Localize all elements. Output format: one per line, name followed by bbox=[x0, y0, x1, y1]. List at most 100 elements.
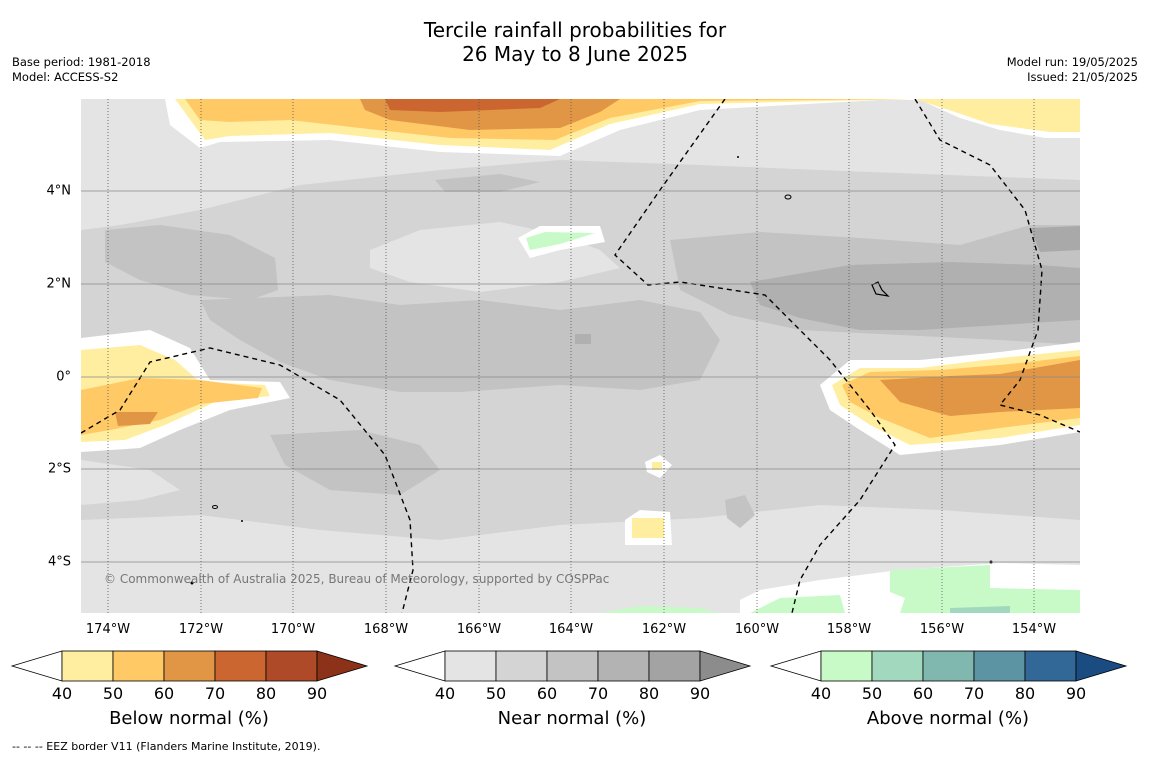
colorbar-above-under bbox=[769, 650, 822, 682]
colorbar-segment bbox=[444, 650, 497, 682]
colorbar-tick: 80 bbox=[638, 684, 660, 703]
near-normal-60-south bbox=[270, 430, 440, 495]
y-tick: 2°S bbox=[47, 461, 71, 477]
issued-date: Issued: 21/05/2025 bbox=[1027, 70, 1138, 84]
x-tick: 170°W bbox=[270, 622, 316, 637]
above-normal-south-50 bbox=[950, 606, 1010, 613]
colorbar-tick: 70 bbox=[204, 684, 226, 703]
x-tick: 160°W bbox=[734, 622, 780, 637]
y-tick: 0° bbox=[56, 369, 71, 385]
colorbar-tick: 40 bbox=[810, 684, 832, 703]
model-run: Model run: 19/05/2025 bbox=[1006, 55, 1138, 69]
near-normal-60-west bbox=[105, 225, 278, 300]
x-tick: 154°W bbox=[1011, 622, 1057, 637]
colorbar-below-normal bbox=[10, 650, 369, 682]
colorbar-segment bbox=[922, 650, 975, 682]
meta-right: Model run: 19/05/2025 Issued: 21/05/2025 bbox=[1007, 55, 1138, 85]
colorbar-above-over bbox=[1075, 650, 1128, 682]
title-line-1: Tercile rainfall probabilities for bbox=[423, 18, 727, 42]
colorbar-below-over bbox=[316, 650, 369, 682]
eez-border-west bbox=[81, 347, 414, 613]
colorbar-segment bbox=[546, 650, 599, 682]
near-normal-70-patch bbox=[575, 334, 591, 344]
colorbar-tick: 90 bbox=[306, 684, 328, 703]
above-normal-north-40 bbox=[526, 232, 595, 250]
colorbar-segment bbox=[871, 650, 924, 682]
x-tick: 174°W bbox=[85, 622, 131, 637]
island-kiritimati bbox=[871, 281, 890, 297]
colorbar-tick: 70 bbox=[963, 684, 985, 703]
probability-map bbox=[81, 99, 1080, 613]
title-line-2: 26 May to 8 June 2025 bbox=[462, 42, 688, 66]
colorbar-tick: 40 bbox=[434, 684, 456, 703]
copyright-notice: © Commonwealth of Australia 2025, Bureau… bbox=[104, 572, 610, 586]
x-tick: 162°W bbox=[641, 622, 687, 637]
base-period: Base period: 1981-2018 bbox=[12, 55, 151, 69]
colorbar-segment bbox=[1024, 650, 1077, 682]
x-tick: 156°W bbox=[919, 622, 965, 637]
below-normal-patch bbox=[632, 518, 664, 538]
colorbar-segment bbox=[820, 650, 873, 682]
colorbar-segment bbox=[112, 650, 165, 682]
colorbar-near-over bbox=[699, 650, 752, 682]
colorbar-near-label: Near normal (%) bbox=[497, 708, 647, 729]
map-title: Tercile rainfall probabilities for 26 Ma… bbox=[0, 18, 1150, 66]
near-normal-70-east bbox=[750, 262, 1080, 330]
above-normal-south-40-east bbox=[890, 565, 1080, 613]
colorbar-tick: 60 bbox=[536, 684, 558, 703]
colorbar-tick: 90 bbox=[689, 684, 711, 703]
colorbar-tick: 70 bbox=[587, 684, 609, 703]
below-normal-north-70 bbox=[385, 99, 560, 112]
colorbar-tick: 60 bbox=[153, 684, 175, 703]
colorbar-above-label: Above normal (%) bbox=[866, 708, 1030, 729]
latitude-gridlines bbox=[81, 190, 1080, 563]
y-tick: 2°N bbox=[46, 276, 72, 292]
above-normal-south-40-west bbox=[750, 595, 845, 613]
near-normal-80-east bbox=[1030, 226, 1080, 252]
colorbar-tick: 50 bbox=[102, 684, 124, 703]
island-west-3 bbox=[190, 581, 194, 585]
island-north bbox=[737, 156, 739, 158]
colorbar-tick: 90 bbox=[1065, 684, 1087, 703]
below-normal-patch-2 bbox=[652, 462, 662, 470]
near-normal-60-north bbox=[435, 174, 540, 192]
colorbar-segment bbox=[214, 650, 267, 682]
x-tick: 172°W bbox=[178, 622, 224, 637]
eez-footnote: -- -- -- EEZ border V11 (Flanders Marine… bbox=[12, 740, 321, 753]
near-normal-60-patch bbox=[725, 495, 755, 528]
colorbar-segment bbox=[265, 650, 318, 682]
island-west-2 bbox=[241, 520, 243, 522]
colorbar-near-under bbox=[393, 650, 446, 682]
colorbar-near-normal bbox=[393, 650, 752, 682]
meta-left: Base period: 1981-2018 Model: ACCESS-S2 bbox=[12, 55, 151, 85]
y-tick: 4°S bbox=[47, 554, 71, 570]
x-tick: 158°W bbox=[826, 622, 872, 637]
colorbar-tick: 80 bbox=[255, 684, 277, 703]
colorbar-segment bbox=[597, 650, 650, 682]
eez-border-east bbox=[914, 99, 1080, 433]
x-tick: 164°W bbox=[548, 622, 594, 637]
near-normal-40-west bbox=[81, 460, 180, 505]
map-fields bbox=[81, 99, 1080, 613]
above-normal-south-40-centre bbox=[600, 606, 720, 613]
colorbar-segment bbox=[648, 650, 701, 682]
below-normal-west-60 bbox=[115, 412, 158, 426]
colorbar-below-under bbox=[10, 650, 63, 682]
x-tick: 166°W bbox=[456, 622, 502, 637]
colorbar-segment bbox=[163, 650, 216, 682]
colorbar-below-label: Below normal (%) bbox=[109, 708, 269, 729]
island-west-1 bbox=[212, 505, 218, 509]
colorbar-tick: 50 bbox=[861, 684, 883, 703]
y-tick: 4°N bbox=[46, 183, 72, 199]
colorbar-segment bbox=[61, 650, 114, 682]
colorbar-tick: 50 bbox=[485, 684, 507, 703]
colorbar-segment bbox=[973, 650, 1026, 682]
colorbar-above-normal bbox=[769, 650, 1128, 682]
colorbar-segment bbox=[495, 650, 548, 682]
island-teraina bbox=[784, 194, 792, 200]
colorbar-tick: 40 bbox=[51, 684, 73, 703]
eez-border-centre bbox=[614, 99, 896, 613]
model-name: Model: ACCESS-S2 bbox=[12, 70, 119, 84]
x-tick: 168°W bbox=[363, 622, 409, 637]
below-normal-east-60 bbox=[880, 360, 1080, 416]
